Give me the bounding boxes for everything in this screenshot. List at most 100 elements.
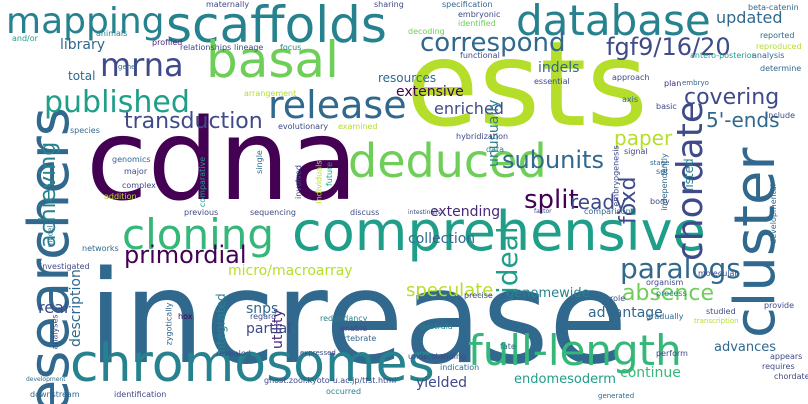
word-analysis: analysis — [752, 51, 785, 60]
word-embryonic: embryonic — [458, 10, 501, 19]
word-cloning: cloning — [122, 210, 275, 259]
word-molecular: molecular — [698, 269, 738, 278]
word-yielded: yielded — [416, 375, 468, 391]
word-discuss: discuss — [350, 208, 380, 217]
word-developmental: developmental — [768, 184, 778, 244]
word-single: single — [254, 150, 264, 174]
word-regard: regard — [250, 312, 277, 321]
word-genomics: genomics — [112, 155, 151, 164]
word-advantage: advantage — [588, 305, 663, 321]
word-ghost: ghost.zool.kyoto-u.ac.jp/tfst.html — [264, 376, 397, 385]
word-database: database — [516, 0, 711, 45]
word-transcription: transcription — [694, 317, 739, 325]
word-maternally: maternally — [206, 0, 250, 9]
word-appears: appears — [770, 352, 803, 361]
word-process: process — [656, 289, 687, 298]
word-extending: extending — [430, 204, 501, 220]
word-ideal: ideal — [491, 226, 524, 294]
word-enable: enable — [340, 324, 368, 333]
word-data: data — [486, 145, 505, 154]
word-arrangement: arrangement — [244, 89, 297, 98]
word-development: development — [26, 376, 66, 383]
word-body: body — [650, 197, 670, 206]
word-redundancy: redundancy — [320, 314, 368, 323]
word-complex: complex — [122, 181, 156, 190]
word-primordial: primordial — [124, 241, 247, 269]
word-include: include — [766, 111, 795, 120]
word-covering: covering — [684, 85, 780, 110]
word-paralogs: paralogs — [620, 252, 741, 285]
word-plan: plan — [664, 79, 682, 88]
word-specification: specification — [442, 0, 493, 9]
word-ready: ready — [570, 190, 627, 214]
word-endomesoderm: endomesoderm — [514, 372, 616, 387]
word-resources: resources — [378, 71, 437, 85]
word-basal: basal — [206, 31, 339, 89]
word-factor: factor — [534, 208, 552, 215]
word-identification: identification — [114, 390, 167, 399]
word-sequencing: sequencing — [250, 208, 296, 217]
word-partial: partial — [246, 321, 292, 337]
word-reproduced: reproduced — [756, 42, 802, 51]
word-comparisons: comparisons — [584, 207, 635, 216]
word-relationships: relationships — [180, 43, 232, 52]
word-occurred: occurred — [326, 387, 362, 396]
word-precise: precise — [464, 291, 493, 300]
word-beta-catenin: beta-catenin — [748, 3, 799, 12]
word-cdna: cdna — [86, 96, 359, 226]
word-zygotically: zygotically — [164, 302, 174, 346]
word-basic: basic — [656, 102, 677, 111]
word-revealed: revealed — [216, 349, 251, 358]
word-antero-posterior: antero-posterior — [690, 51, 755, 60]
word-model: model — [46, 225, 55, 248]
word-expressed: expressed — [300, 349, 336, 357]
word-intestinalis: intestinalis — [408, 209, 441, 216]
word-release: release — [268, 83, 407, 127]
word-mrna: mrna — [100, 46, 184, 84]
word-set: set — [656, 167, 669, 176]
word-library: library — [60, 37, 106, 53]
word-embryogenesis: embryogenesis — [611, 145, 621, 207]
word-paper: paper — [614, 126, 673, 150]
word-individuals: individuals — [314, 160, 324, 204]
word-downstream: downstream — [30, 390, 80, 399]
word-deduced: deduced — [348, 134, 547, 188]
word-transduction: transduction — [124, 109, 263, 134]
word-examined: examined — [338, 122, 378, 131]
word-subunits: subunits — [502, 146, 604, 174]
word-animals: animals — [96, 29, 128, 38]
word-perform: perform — [656, 349, 688, 358]
word-signal: signal — [624, 147, 648, 156]
word-scaffolds: scaffolds — [166, 0, 387, 54]
word-snps: snps — [246, 301, 279, 317]
word-indication: indication — [440, 363, 480, 372]
word-unusually: unusually — [486, 99, 502, 167]
word-identified: identified — [458, 19, 496, 28]
word-total: total — [68, 69, 96, 83]
word-future: future — [325, 161, 335, 187]
word-gradually: gradually — [646, 312, 684, 321]
word-collection: collection — [408, 231, 476, 247]
word-role: role — [610, 294, 626, 303]
word-networks: networks — [82, 244, 119, 253]
word-organism: organism — [646, 278, 684, 287]
word-mapping: mapping — [6, 1, 165, 42]
word-major: major — [124, 167, 148, 176]
word-approach: approach — [612, 73, 650, 82]
word-speculate: speculate — [406, 280, 494, 301]
word-stage: stage — [650, 159, 670, 167]
word-reported: reported — [760, 31, 795, 40]
word-decoding: decoding — [408, 27, 445, 36]
word-ests: ests — [406, 15, 648, 153]
word-full-length: full-length — [468, 326, 682, 375]
word-functional: functional — [460, 51, 500, 60]
word-lineage: lineage — [234, 43, 264, 52]
word-comprehensive: comprehensive — [292, 200, 706, 263]
word-comparative: comparative — [198, 156, 208, 208]
word-embryo: embryo — [682, 79, 709, 87]
word-gene: gene — [118, 63, 136, 71]
word-updated: updated — [716, 8, 783, 27]
word-profiled: profiled — [152, 38, 183, 47]
word-involved: involved — [293, 165, 303, 199]
word-fate: fate — [500, 342, 516, 351]
